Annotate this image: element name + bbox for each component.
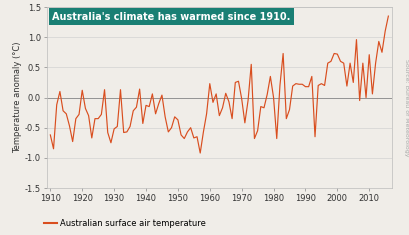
Text: Source: Bureau of Meteorology: Source: Bureau of Meteorology: [403, 59, 408, 157]
Legend: Australian surface air temperature: Australian surface air temperature: [41, 215, 209, 231]
Text: Australia's climate has warmed since 1910.: Australia's climate has warmed since 191…: [52, 12, 290, 22]
Y-axis label: Temperature anomaly (°C): Temperature anomaly (°C): [13, 42, 22, 153]
